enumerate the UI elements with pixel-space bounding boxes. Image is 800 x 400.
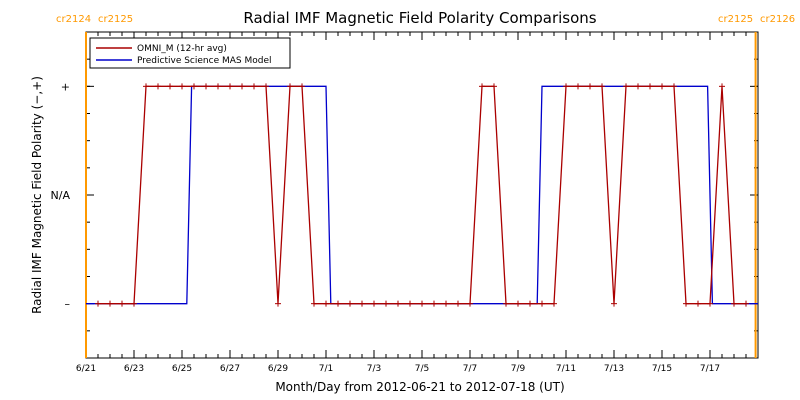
omni-data-point bbox=[395, 300, 401, 307]
mas-series-line bbox=[86, 85, 758, 305]
x-tick-label: 6/23 bbox=[124, 364, 144, 374]
y-tick-label: + bbox=[61, 80, 70, 93]
omni-data-point bbox=[515, 300, 521, 307]
x-tick-label: 6/29 bbox=[268, 364, 288, 374]
omni-data-point bbox=[635, 83, 641, 90]
legend-label-omni: OMNI_M (12-hr avg) bbox=[137, 44, 227, 54]
x-tick-label: 6/27 bbox=[220, 364, 240, 374]
omni-data-point bbox=[371, 300, 377, 307]
omni-data-point bbox=[647, 83, 653, 90]
omni-data-point bbox=[179, 83, 185, 90]
x-ticks: 6/21 6/23 6/25 6/27 6/29 7/1 7/3 7/5 7/7 7/9 7/11 7… bbox=[76, 32, 759, 374]
omni-data-point bbox=[431, 300, 437, 307]
x-tick-label: 7/7 bbox=[463, 364, 477, 374]
omni-data-point bbox=[335, 300, 341, 307]
omni-data-point bbox=[683, 300, 689, 307]
omni-data-point bbox=[215, 83, 221, 90]
carrington-label-left-2: cr2125 bbox=[718, 14, 753, 25]
omni-data-point bbox=[707, 300, 713, 307]
omni-data-point bbox=[347, 300, 353, 307]
legend-box bbox=[89, 37, 291, 69]
omni-data-point bbox=[143, 83, 149, 90]
omni-data-point bbox=[587, 83, 593, 90]
omni-series-line bbox=[98, 85, 746, 305]
omni-data-point bbox=[359, 300, 365, 307]
y-tick-label: N/A bbox=[51, 189, 71, 202]
omni-data-point bbox=[131, 300, 137, 307]
omni-data-point bbox=[419, 300, 425, 307]
x-tick-label: 7/17 bbox=[700, 364, 720, 374]
omni-data-point bbox=[311, 300, 317, 307]
omni-data-point bbox=[491, 83, 497, 90]
x-tick-label: 7/15 bbox=[652, 364, 672, 374]
x-tick-label: 7/11 bbox=[556, 364, 576, 374]
omni-data-point bbox=[287, 83, 293, 90]
omni-data-point bbox=[467, 300, 473, 307]
omni-data-point bbox=[539, 300, 545, 307]
omni-data-point bbox=[455, 300, 461, 307]
omni-data-point bbox=[575, 83, 581, 90]
omni-data-point bbox=[743, 300, 749, 307]
series-lines bbox=[86, 83, 758, 307]
carrington-lines bbox=[85, 32, 757, 358]
omni-data-point bbox=[107, 300, 113, 307]
omni-data-point bbox=[443, 300, 449, 307]
carrington-label-left-1: cr2124 bbox=[56, 14, 91, 25]
omni-data-point bbox=[191, 83, 197, 90]
omni-data-point bbox=[263, 83, 269, 90]
y-axis-label: Radial IMF Magnetic Field Polarity (−,+) bbox=[30, 76, 44, 314]
x-tick-label: 7/3 bbox=[367, 364, 381, 374]
omni-data-point bbox=[119, 300, 125, 307]
omni-data-point bbox=[599, 83, 605, 90]
omni-data-point bbox=[719, 83, 725, 90]
carrington-label-right-2: cr2126 bbox=[760, 14, 795, 25]
omni-data-point bbox=[155, 83, 161, 90]
plot-frame bbox=[85, 31, 759, 359]
omni-data-point bbox=[551, 300, 557, 307]
omni-data-point bbox=[275, 300, 281, 307]
chart-title: Radial IMF Magnetic Field Polarity Compa… bbox=[243, 9, 596, 27]
x-tick-label: 7/9 bbox=[511, 364, 526, 374]
x-tick-label: 7/5 bbox=[415, 364, 429, 374]
omni-data-point bbox=[227, 83, 233, 90]
y-tick-label: – bbox=[65, 298, 71, 311]
x-axis-label: Month/Day from 2012-06-21 to 2012-07-18 … bbox=[275, 380, 564, 394]
omni-data-point bbox=[299, 83, 305, 90]
x-tick-label: 6/25 bbox=[172, 364, 192, 374]
y-ticks: + N/A – bbox=[51, 31, 758, 359]
omni-data-point bbox=[167, 83, 173, 90]
x-tick-label: 6/21 bbox=[76, 364, 96, 374]
omni-data-point bbox=[563, 83, 569, 90]
legend: OMNI_M (12-hr avg) Predictive Science MA… bbox=[89, 37, 291, 69]
x-tick-label: 7/1 bbox=[319, 364, 333, 374]
carrington-label-right-1: cr2125 bbox=[98, 14, 133, 25]
omni-data-point bbox=[611, 300, 617, 307]
omni-data-point bbox=[527, 300, 533, 307]
omni-data-point bbox=[623, 83, 629, 90]
omni-data-point bbox=[203, 83, 209, 90]
omni-data-point bbox=[323, 300, 329, 307]
omni-data-point bbox=[407, 300, 413, 307]
omni-data-point bbox=[659, 83, 665, 90]
omni-data-point bbox=[251, 83, 257, 90]
omni-data-point bbox=[503, 300, 509, 307]
omni-data-point bbox=[671, 83, 677, 90]
legend-label-mas: Predictive Science MAS Model bbox=[137, 56, 272, 66]
x-tick-label: 7/13 bbox=[604, 364, 624, 374]
omni-data-point bbox=[239, 83, 245, 90]
omni-data-point bbox=[479, 83, 485, 90]
omni-data-point bbox=[695, 300, 701, 307]
omni-data-point bbox=[383, 300, 389, 307]
omni-data-point bbox=[731, 300, 737, 307]
omni-data-point bbox=[95, 300, 101, 307]
